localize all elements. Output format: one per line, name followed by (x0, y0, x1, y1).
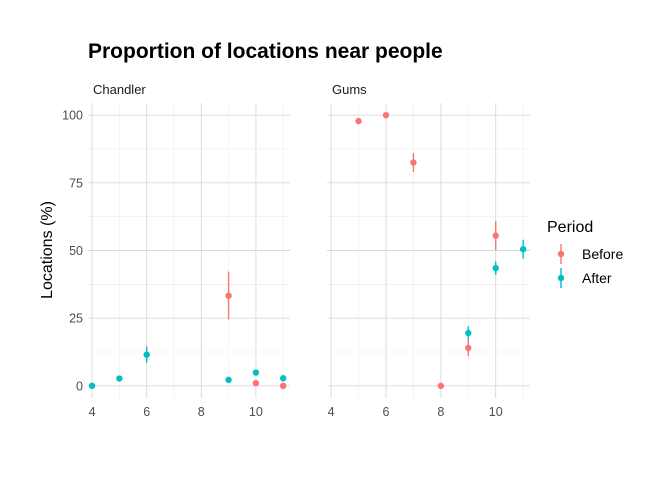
y-tick-label: 25 (69, 312, 83, 326)
legend-label: Before (582, 246, 623, 262)
data-point (437, 382, 445, 390)
data-point (492, 232, 499, 239)
strip-label: Chandler (93, 82, 146, 97)
series-after (465, 239, 527, 340)
series-after (88, 346, 287, 390)
x-tick-label: 6 (143, 405, 150, 419)
data-point (465, 329, 472, 337)
legend-keys: Before After (557, 244, 623, 288)
x-tick-label: 8 (198, 405, 205, 419)
y-tick-label: 75 (69, 176, 83, 190)
data-point (88, 382, 96, 390)
y-tick-label: 100 (62, 109, 83, 123)
y-tick-label: 0 (76, 379, 83, 393)
legend-key-point (557, 250, 565, 258)
x-tick-label: 8 (437, 405, 444, 419)
data-point (252, 369, 260, 376)
y-axis-title: Locations (%) (39, 201, 56, 299)
strip-label: Gums (332, 82, 367, 97)
x-tick-label: 4 (328, 405, 335, 419)
legend-key-after: After (557, 268, 612, 288)
data-point (492, 264, 499, 272)
data-point (465, 344, 472, 352)
grid (327, 103, 530, 398)
data-point (225, 292, 232, 299)
panel-gums: Gums 4 6 8 10 (327, 82, 530, 419)
x-tick-label: 10 (249, 405, 263, 419)
data-point (116, 375, 123, 382)
data-point (252, 379, 260, 387)
series-before (355, 111, 499, 390)
data-point (382, 111, 390, 119)
data-point (225, 376, 232, 384)
x-tick-label: 4 (89, 405, 96, 419)
grid (88, 103, 290, 398)
legend-key-point (557, 274, 565, 282)
data-point (279, 382, 287, 390)
legend-key-before: Before (557, 244, 623, 264)
y-tick-label: 50 (69, 244, 83, 258)
series-before (225, 271, 287, 390)
data-point (519, 245, 527, 253)
x-tick-label: 6 (383, 405, 390, 419)
data-point (143, 351, 150, 358)
data-point (279, 375, 287, 382)
chart-title: Proportion of locations near people (88, 40, 443, 63)
legend-title: Period (547, 219, 593, 236)
x-tick-label: 10 (489, 405, 503, 419)
legend-label: After (582, 270, 612, 286)
data-point (355, 117, 362, 125)
legend: Period Before After (547, 219, 623, 288)
data-point (410, 159, 417, 166)
